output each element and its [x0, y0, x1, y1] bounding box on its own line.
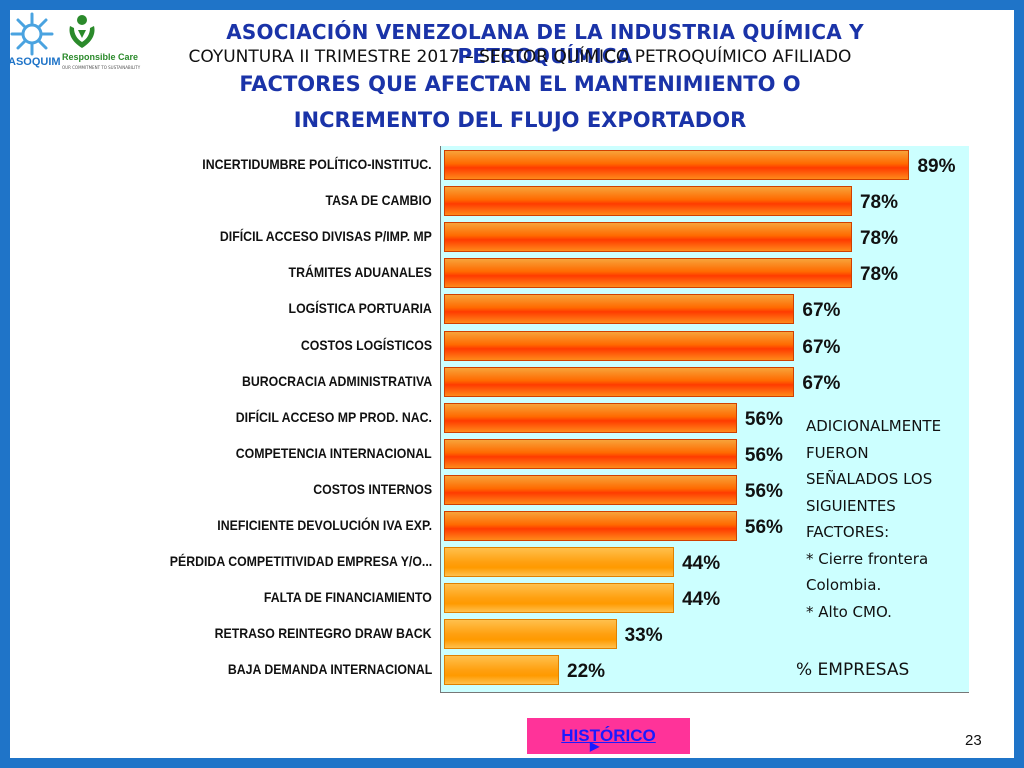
data-label: 67%	[802, 300, 841, 322]
note-line: Colombia.	[806, 576, 882, 594]
asoquim-emblem-icon	[10, 12, 54, 56]
bar	[444, 402, 737, 433]
bar	[444, 511, 737, 541]
category-label: COSTOS INTERNOS	[313, 480, 432, 497]
bar	[444, 474, 737, 505]
data-label: 67%	[802, 372, 841, 394]
bar	[444, 438, 737, 469]
data-label: 44%	[682, 553, 721, 575]
note-line: SEÑALADOS LOS	[806, 470, 933, 488]
data-label: 22%	[567, 661, 606, 683]
bar	[444, 366, 795, 397]
data-label: 56%	[744, 480, 783, 502]
page-number: 23	[965, 732, 982, 749]
category-label: PÉRDIDA COMPETITIVIDAD EMPRESA Y/O...	[169, 553, 432, 570]
bar	[444, 294, 795, 325]
unit-label: % EMPRESAS	[796, 660, 910, 680]
note-line: SIGUIENTES	[806, 496, 896, 515]
data-label: 78%	[859, 228, 898, 250]
category-label: COSTOS LOGÍSTICOS	[300, 336, 432, 353]
bar	[444, 150, 910, 180]
bar	[444, 655, 560, 686]
bar	[444, 619, 617, 650]
organization-title: ASOCIACIÓN VENEZOLANA DE LA INDUSTRIA QU…	[226, 20, 864, 68]
note-line: * Alto CMO.	[806, 602, 892, 621]
data-label: 67%	[802, 336, 841, 358]
data-label: 33%	[624, 625, 663, 647]
bar	[444, 547, 675, 578]
report-subtitle: COYUNTURA II TRIMESTRE 2017 – SECTOR QUÍ…	[188, 47, 852, 67]
note-line: * Cierre frontera	[806, 549, 929, 568]
responsible-care-hands-icon	[69, 15, 95, 48]
chart-title-line-2: INCREMENTO DEL FLUJO EXPORTADOR	[293, 108, 747, 132]
category-label: FALTA DE FINANCIAMIENTO	[264, 589, 432, 606]
data-label: 78%	[859, 192, 898, 214]
note-line: FUERON	[806, 443, 869, 462]
category-label: BAJA DEMANDA INTERNACIONAL	[227, 661, 432, 678]
category-label: DIFÍCIL ACCESO DIVISAS P/IMP. MP	[220, 228, 432, 245]
responsible-care-wordmark: Responsible Care	[62, 52, 139, 62]
data-label: 56%	[744, 517, 783, 538]
bar	[444, 186, 852, 217]
bar	[444, 258, 852, 289]
category-label: TRÁMITES ADUANALES	[288, 264, 432, 281]
note-line: FACTORES:	[806, 523, 890, 541]
chart-title-line-1: FACTORES QUE AFECTAN EL MANTENIMIENTO O	[239, 72, 801, 96]
data-label: 78%	[859, 264, 898, 286]
additional-factors-note: ADICIONALMENTE FUERON SEÑALADOS LOS SIGUIEN…	[806, 413, 976, 625]
category-label: LOGÍSTICA PORTUARIA	[288, 300, 432, 317]
bar	[444, 330, 795, 361]
data-label: 56%	[744, 408, 783, 430]
note-line: ADICIONALMENTE	[806, 417, 942, 435]
category-label: COMPETENCIA INTERNACIONAL	[236, 444, 432, 461]
cursor-arrow-icon: ▶	[590, 739, 600, 753]
data-label: 89%	[917, 156, 956, 177]
data-label: 44%	[682, 589, 721, 611]
historico-button[interactable]: HISTÓRICO ▶	[527, 718, 690, 754]
historico-label: HISTÓRICO	[561, 726, 656, 745]
category-label: TASA DE CAMBIO	[325, 192, 432, 209]
bar	[444, 222, 852, 253]
data-label: 56%	[744, 444, 783, 466]
category-label: INEFICIENTE DEVOLUCIÓN IVA EXP.	[217, 517, 432, 533]
category-label: DIFÍCIL ACCESO MP PROD. NAC.	[235, 408, 432, 425]
category-label: INCERTIDUMBRE POLÍTICO-INSTITUC.	[202, 156, 432, 172]
responsible-care-tagline: OUR COMMITMENT TO SUSTAINABILITY	[62, 65, 141, 70]
asoquim-wordmark: ASOQUIM	[8, 56, 61, 68]
category-label: BUROCRACIA ADMINISTRATIVA	[241, 372, 432, 389]
bar	[444, 583, 675, 614]
responsible-care-logo: Responsible Care OUR COMMITMENT TO SUSTA…	[62, 12, 142, 74]
asoquim-logo: ASOQUIM	[8, 12, 64, 70]
category-label: RETRASO REINTEGRO DRAW BACK	[215, 625, 432, 642]
